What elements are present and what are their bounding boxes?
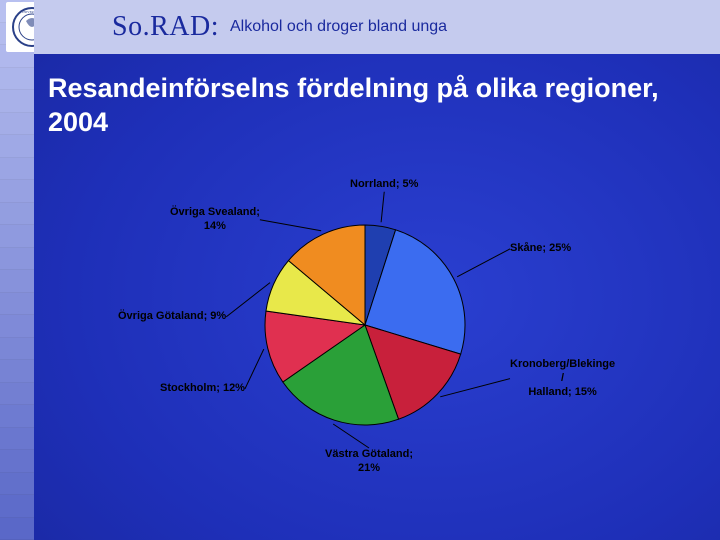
slide-title: Resandeinförselns fördelning på olika re… [48, 72, 700, 140]
pie-slice-label: Skåne; 25% [510, 242, 571, 256]
leader-line [381, 192, 384, 223]
pie-chart-region: Norrland; 5% Skåne; 25% Kronoberg/Blekinge… [80, 160, 640, 520]
pie-slice-label: Stockholm; 12% [160, 382, 245, 396]
left-decorative-ribbon [0, 0, 34, 540]
pie-slice-label: Västra Götaland; 21% [325, 448, 413, 476]
pie-slice-label: Kronoberg/Blekinge / Halland; 15% [510, 358, 615, 399]
pie-chart [260, 220, 470, 430]
header-subtitle: Alkohol och droger bland unga [230, 18, 447, 36]
pie-slice-label: Övriga Götaland; 9% [118, 310, 226, 324]
pie-slice-label: Övriga Svealand; 14% [170, 206, 260, 234]
pie-slice-label: Norrland; 5% [350, 178, 418, 192]
brand-text: So.RAD: [112, 11, 219, 43]
